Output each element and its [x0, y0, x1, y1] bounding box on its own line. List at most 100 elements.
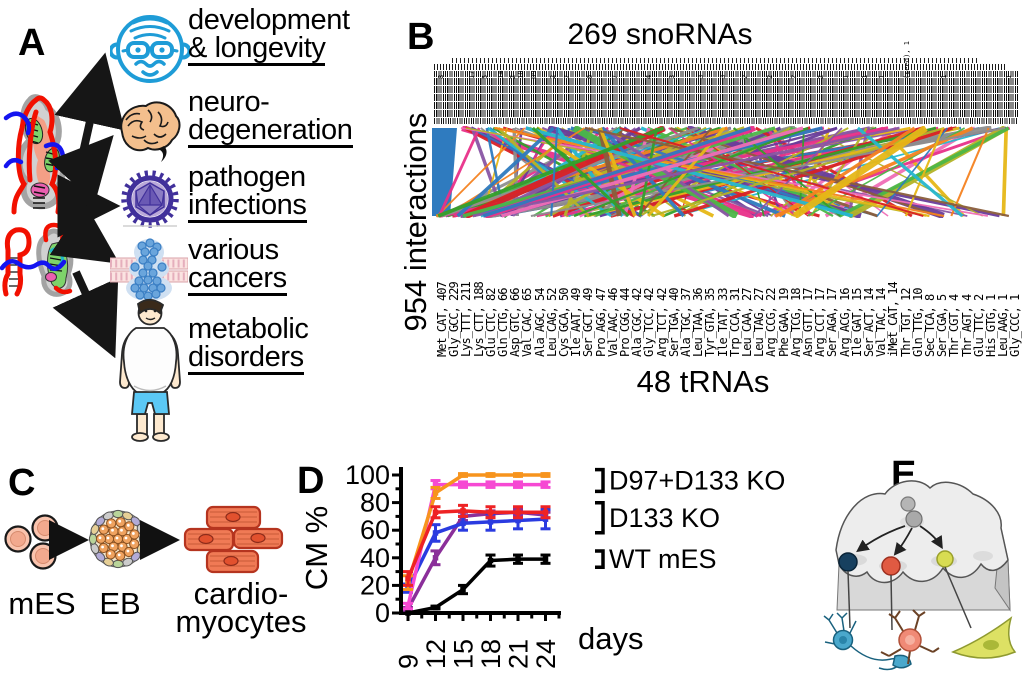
x-tick-label: 24: [531, 639, 561, 669]
snorna-tick-label: 09: [530, 70, 538, 79]
label-various-cancers: various cancers: [188, 236, 287, 296]
snorna-tick-label: (seed), 1: [903, 41, 911, 79]
trna-label: Ile_GAT, 15: [849, 288, 864, 357]
panel-a-graphics: [0, 52, 125, 359]
snorna-tick-label: 14: [497, 70, 505, 79]
landscape-top-surface: [835, 480, 1009, 584]
snorna-structure-icon-1: [3, 94, 66, 215]
snorna-tick-label: 4: [645, 74, 653, 79]
snorna-tick-label: 5: [481, 74, 489, 79]
arrow-to-cancers: [49, 202, 120, 264]
label-line1: development: [188, 4, 350, 36]
label-line2: & longevity: [188, 32, 326, 66]
snorna-tick-label: 3: [719, 74, 727, 79]
snorna-tick-label: 3: [697, 74, 705, 79]
y-tick-label: 80: [360, 488, 390, 518]
snorna-tick-label: 2: [817, 74, 825, 79]
x-axis-label: days: [578, 621, 643, 656]
y-tick-label: 20: [360, 570, 390, 600]
cardiomyocytes-label-line2: myocytes: [175, 604, 307, 639]
snorna-tick-label: 1: [940, 74, 948, 79]
snorna-tick-label: 8: [437, 74, 445, 79]
snorna-tick-label: 3: [668, 74, 676, 79]
legend-bracket: [595, 500, 605, 535]
embryoid-body-icon: [88, 509, 148, 569]
virus-icon: [121, 170, 179, 228]
y-tick-label: 60: [360, 515, 390, 545]
stem-cell-ball-top: [900, 496, 916, 512]
panel-c-graphics: [4, 505, 284, 574]
snorna-tick-label: 1: [861, 74, 869, 79]
snorna-tick-label: 2: [549, 74, 557, 79]
trna-label: Trp_CCA, 31: [727, 288, 742, 357]
fibroblast-icon: [950, 616, 1017, 659]
trna-label: Ser_TGA, 40: [666, 288, 681, 357]
trna-label: Ile_TAT, 33: [715, 288, 730, 357]
arrow-to-neurodegeneration: [48, 134, 114, 203]
trna-label: Ser_GCT, 49: [581, 288, 596, 357]
panel-a-arrows: [48, 52, 125, 359]
obese-man-icon: [119, 298, 181, 442]
trna-label: iMet_CAT, 14: [886, 282, 901, 357]
label-line2: infections: [188, 189, 307, 223]
label-pathogen-infections: pathogen infections: [188, 163, 307, 223]
trna-label: Arg_TCG, 18: [788, 288, 803, 357]
label-neurodegeneration: neuro- degeneration: [188, 88, 353, 148]
legend-label: WT mES: [609, 544, 717, 574]
snorna-tick-label: 1: [842, 74, 850, 79]
trna-label: Val_AAC, 46: [605, 288, 620, 357]
eb-label: EB: [99, 586, 141, 621]
astrocyte-icon: [880, 609, 940, 665]
snorna-tick-label: 10: [517, 70, 525, 79]
trna-label: Leu_CAG, 52: [544, 288, 559, 357]
x-tick-label: 21: [504, 639, 534, 669]
trna-label: Thr_CGT, 4: [947, 294, 962, 357]
x-tick-label: 18: [476, 639, 506, 669]
stem-cell-ball: [905, 510, 923, 528]
label-line1: neuro-: [188, 86, 270, 118]
snorna-trna-interaction-ribbons: [432, 126, 1011, 218]
snorna-tick-label: 1: [878, 74, 886, 79]
elderly-face-icon: [110, 15, 190, 83]
trna-label: Arg_ACG, 16: [837, 288, 852, 357]
cardiomyocytes-label: cardio- myocytes: [158, 578, 324, 639]
label-development-longevity: development & longevity: [188, 6, 350, 66]
cancer-cells-icon: [110, 238, 188, 301]
snorna-tick-label: 6: [586, 74, 594, 79]
trna-label: Val_CAC, 65: [520, 288, 535, 357]
cardiomyocytes-icon: [183, 505, 284, 574]
trna-label: Gly_CCC, 1: [1008, 294, 1023, 357]
snorna-tick-label: 1: [1005, 74, 1013, 79]
brain-icon: [120, 101, 181, 162]
neuron-icon: [823, 612, 912, 671]
x-tick-label: 15: [449, 639, 479, 669]
trna-label: Gln_TTG, 10: [910, 288, 925, 357]
y-tick-label: 0: [375, 598, 390, 628]
legend-label: D133 KO: [609, 503, 720, 533]
trna-label: Tyr_GTA, 35: [703, 288, 718, 357]
snorna-count-title: 269 snoRNAs: [567, 18, 753, 51]
differentiation-arrows: [856, 525, 943, 556]
snorna-tick-label: 7: [563, 74, 571, 79]
snorna-tick-label: 2: [509, 74, 517, 79]
trna-label: Ala_AGC, 54: [532, 288, 547, 357]
panel-a-letter: A: [18, 22, 46, 64]
label-line1: metabolic: [188, 313, 309, 345]
astrocyte-fate-ball: [881, 556, 901, 576]
trna-label: Thr_TGT, 12: [898, 288, 913, 357]
panel-d-letter: D: [297, 460, 325, 502]
x-tick-label: 9: [394, 654, 424, 669]
trna-label: Lys_TTT, 211: [459, 282, 474, 357]
trna-label: Pro_AGG, 47: [593, 288, 608, 357]
label-line1: pathogen: [188, 161, 306, 193]
label-metabolic-disorders: metabolic disorders: [188, 315, 309, 375]
y-axis-label: CM %: [299, 506, 334, 590]
trna-label: Arg_CCG, 22: [764, 288, 779, 357]
snorna-labels-mass: [434, 58, 1018, 126]
label-line2: degeneration: [188, 114, 353, 148]
snorna-tick-label: 2: [790, 74, 798, 79]
snorna-tick-label: 2: [741, 74, 749, 79]
neuron-fate-ball: [838, 552, 858, 572]
